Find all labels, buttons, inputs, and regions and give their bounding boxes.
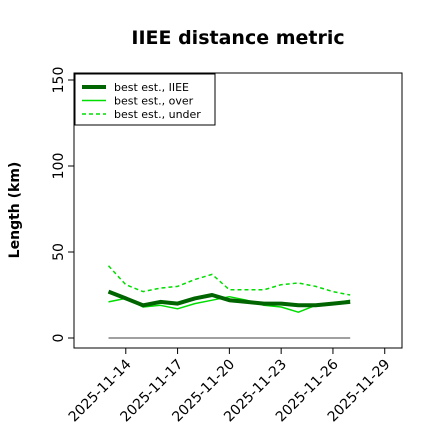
y-tick-label-0: 0 <box>51 334 67 343</box>
series-layer <box>107 265 351 339</box>
y-tick-label-3: 150 <box>51 67 67 94</box>
legend-label-0: best est., IIEE <box>114 81 189 94</box>
series-line-2 <box>107 265 351 296</box>
legend-label-1: best est., over <box>114 95 194 108</box>
plot-frame <box>73 72 403 349</box>
series-line-0 <box>107 289 351 308</box>
y-tick-label-1: 50 <box>51 243 67 261</box>
y-tick-label-2: 100 <box>51 153 67 180</box>
series-line-1 <box>108 295 351 313</box>
chart-title: IIEE distance metric <box>131 27 344 49</box>
legend-label-2: best est., under <box>114 108 201 121</box>
legend-box <box>74 73 216 126</box>
y-axis-label: Length (km) <box>7 162 23 259</box>
